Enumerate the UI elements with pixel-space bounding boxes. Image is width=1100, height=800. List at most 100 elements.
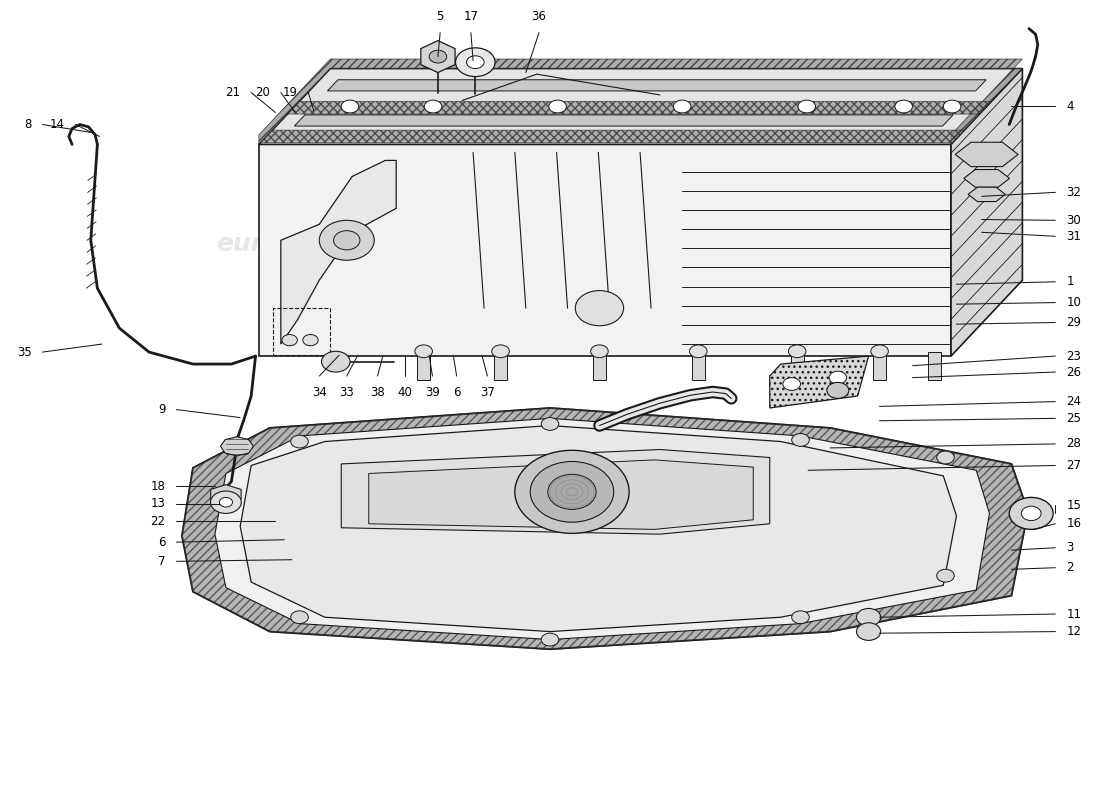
- Polygon shape: [258, 145, 952, 356]
- Bar: [593, 352, 606, 380]
- Circle shape: [575, 290, 624, 326]
- Circle shape: [290, 435, 308, 448]
- Polygon shape: [214, 418, 989, 639]
- Bar: [417, 352, 430, 380]
- Circle shape: [829, 371, 847, 384]
- Text: 12: 12: [1066, 625, 1081, 638]
- Text: 33: 33: [340, 386, 354, 398]
- Circle shape: [455, 48, 495, 77]
- Bar: [494, 352, 507, 380]
- Circle shape: [302, 334, 318, 346]
- Text: 10: 10: [1066, 296, 1081, 309]
- Text: 39: 39: [425, 386, 440, 398]
- Bar: [692, 352, 705, 380]
- Circle shape: [857, 609, 881, 626]
- Polygon shape: [211, 485, 241, 504]
- Circle shape: [219, 498, 232, 507]
- Polygon shape: [952, 69, 1022, 356]
- Text: 4: 4: [1066, 100, 1074, 113]
- Circle shape: [319, 220, 374, 260]
- Bar: [928, 352, 942, 380]
- Text: 21: 21: [226, 86, 240, 99]
- Polygon shape: [328, 80, 986, 91]
- Text: 22: 22: [151, 515, 165, 528]
- Text: 7: 7: [158, 555, 165, 568]
- Circle shape: [210, 491, 241, 514]
- Text: 31: 31: [1066, 230, 1081, 242]
- Text: 23: 23: [1066, 350, 1081, 362]
- Text: 29: 29: [1066, 316, 1081, 329]
- Text: 11: 11: [1066, 607, 1081, 621]
- Text: 32: 32: [1066, 186, 1081, 199]
- Circle shape: [1021, 506, 1041, 521]
- Circle shape: [871, 345, 889, 358]
- Text: 6: 6: [453, 386, 461, 398]
- Text: 13: 13: [151, 498, 165, 510]
- Polygon shape: [955, 142, 1019, 166]
- Circle shape: [789, 345, 806, 358]
- Circle shape: [798, 100, 815, 113]
- Text: 8: 8: [24, 118, 32, 131]
- Polygon shape: [182, 408, 1027, 649]
- Circle shape: [792, 611, 810, 624]
- Circle shape: [415, 345, 432, 358]
- Text: 15: 15: [1066, 499, 1081, 512]
- Text: 18: 18: [151, 480, 165, 493]
- Polygon shape: [287, 102, 991, 114]
- Circle shape: [783, 378, 801, 390]
- Polygon shape: [220, 437, 253, 456]
- Polygon shape: [261, 130, 965, 143]
- Polygon shape: [770, 356, 869, 408]
- Text: 1: 1: [1066, 275, 1074, 288]
- Polygon shape: [295, 115, 953, 126]
- Text: 25: 25: [1066, 412, 1081, 425]
- Text: 40: 40: [397, 386, 412, 398]
- Bar: [873, 352, 887, 380]
- Circle shape: [549, 100, 566, 113]
- Bar: [791, 352, 804, 380]
- Text: 27: 27: [1066, 459, 1081, 472]
- Text: 35: 35: [16, 346, 32, 358]
- Text: 38: 38: [370, 386, 385, 398]
- Circle shape: [857, 623, 881, 640]
- Text: 14: 14: [50, 118, 65, 131]
- Circle shape: [548, 474, 596, 510]
- Polygon shape: [258, 59, 1022, 145]
- Text: 36: 36: [531, 10, 547, 23]
- Text: 6: 6: [158, 536, 165, 549]
- Text: eurospareparts: eurospareparts: [480, 496, 697, 520]
- Text: 5: 5: [437, 10, 443, 23]
- Circle shape: [541, 633, 559, 646]
- Circle shape: [425, 100, 442, 113]
- Circle shape: [944, 100, 961, 113]
- Circle shape: [827, 382, 849, 398]
- Text: 26: 26: [1066, 366, 1081, 378]
- Text: eurospareparts: eurospareparts: [217, 232, 433, 256]
- Circle shape: [937, 451, 955, 464]
- Text: 9: 9: [158, 403, 165, 416]
- Circle shape: [515, 450, 629, 534]
- Polygon shape: [341, 450, 770, 534]
- Text: 30: 30: [1066, 214, 1081, 227]
- Circle shape: [492, 345, 509, 358]
- Text: 3: 3: [1066, 542, 1074, 554]
- Circle shape: [466, 56, 484, 69]
- Circle shape: [321, 351, 350, 372]
- Polygon shape: [280, 161, 396, 344]
- Circle shape: [290, 611, 308, 624]
- Polygon shape: [258, 69, 1022, 145]
- Polygon shape: [968, 187, 1005, 202]
- Circle shape: [282, 334, 297, 346]
- Circle shape: [792, 434, 810, 446]
- Polygon shape: [421, 41, 455, 73]
- Polygon shape: [368, 460, 754, 530]
- Text: 37: 37: [480, 386, 495, 398]
- Circle shape: [333, 230, 360, 250]
- Text: 34: 34: [312, 386, 327, 398]
- Text: 17: 17: [463, 10, 478, 23]
- Circle shape: [895, 100, 912, 113]
- Text: 2: 2: [1066, 562, 1074, 574]
- Circle shape: [530, 462, 614, 522]
- Circle shape: [429, 50, 447, 63]
- Polygon shape: [240, 426, 957, 631]
